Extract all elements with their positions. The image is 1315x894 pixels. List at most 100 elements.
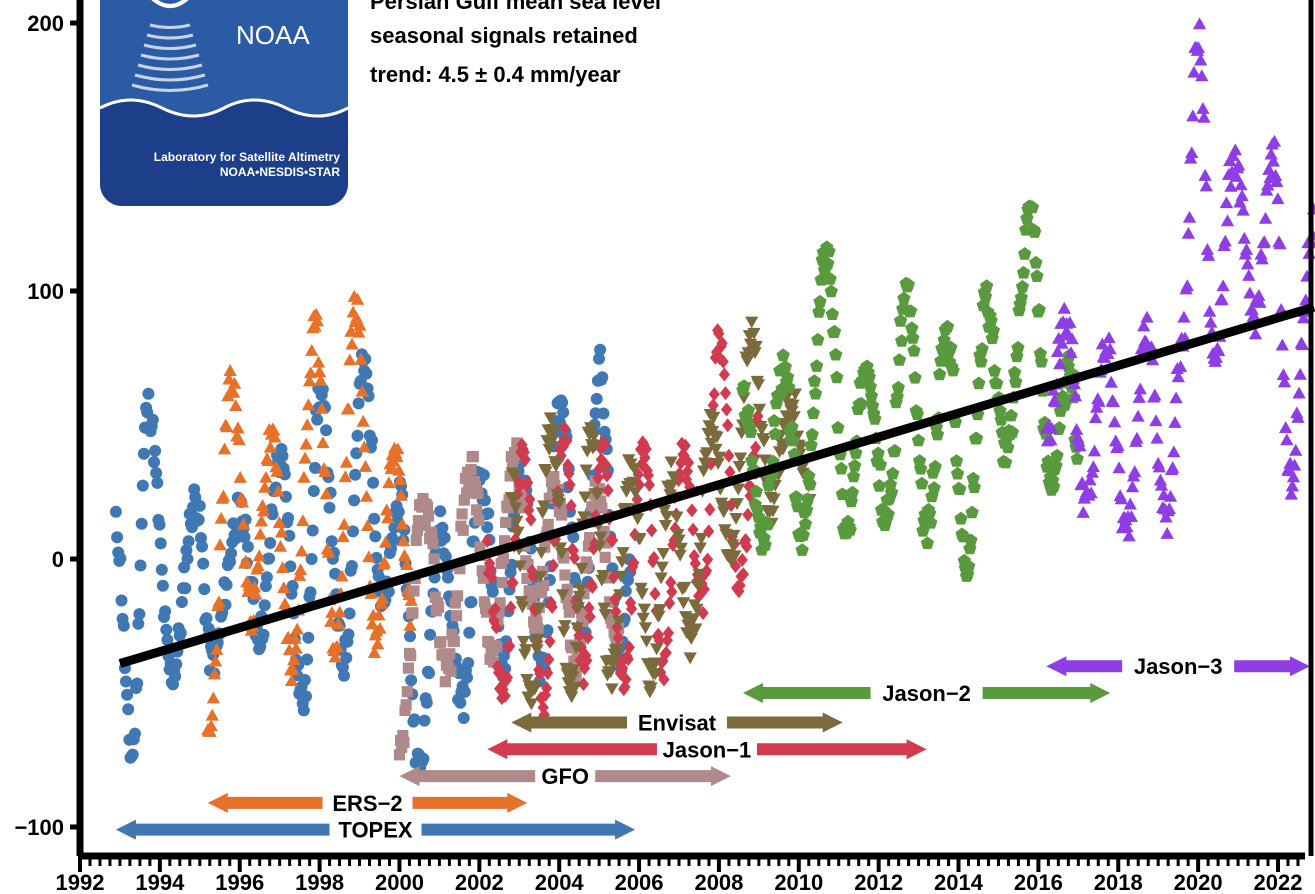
data-point: [1209, 350, 1223, 363]
data-point: [590, 392, 603, 405]
data-point: [669, 521, 681, 536]
data-point: [700, 563, 713, 578]
data-point: [864, 389, 879, 402]
data-point: [1196, 101, 1210, 114]
data-point: [523, 585, 535, 597]
data-point: [342, 628, 355, 641]
data-point: [1270, 175, 1284, 188]
data-point: [1015, 279, 1030, 293]
data-point: [1130, 431, 1144, 444]
data-point: [944, 340, 958, 354]
data-point: [578, 491, 592, 504]
data-point: [808, 386, 823, 400]
data-point: [647, 657, 662, 670]
data-point: [729, 512, 743, 525]
data-point: [214, 511, 228, 524]
data-point: [750, 440, 762, 455]
data-point: [564, 477, 576, 492]
data-point: [657, 504, 672, 517]
data-point: [198, 583, 211, 596]
data-point: [567, 531, 580, 544]
data-point: [1005, 425, 1019, 438]
data-point: [630, 513, 645, 526]
data-point: [640, 442, 652, 457]
data-point: [760, 517, 775, 531]
data-point: [547, 558, 559, 573]
data-point: [697, 605, 709, 620]
data-point: [660, 511, 674, 523]
data-point: [789, 490, 804, 503]
data-point: [831, 420, 845, 434]
data-point: [358, 459, 373, 472]
x-tick-label: 1996: [215, 870, 264, 894]
data-point: [1248, 327, 1263, 340]
data-point: [428, 553, 440, 565]
data-point: [298, 451, 312, 464]
x-tick-label: 1992: [56, 870, 105, 894]
data-point: [954, 511, 968, 525]
data-point: [568, 681, 582, 694]
data-point: [561, 433, 573, 448]
data-point: [179, 582, 192, 595]
data-point: [402, 662, 415, 674]
data-point: [272, 516, 286, 528]
data-point: [271, 484, 285, 497]
data-point: [873, 457, 888, 471]
mission-arrow-left: [511, 712, 628, 733]
data-point: [741, 403, 756, 417]
data-point: [950, 466, 965, 480]
data-point: [227, 376, 242, 389]
data-point: [1166, 461, 1180, 474]
data-point: [824, 284, 838, 298]
mission-arrow-right: [982, 683, 1111, 703]
data-point: [927, 481, 941, 494]
y-tick-label: −100: [14, 815, 64, 840]
data-point: [1171, 370, 1185, 383]
data-point: [1092, 394, 1106, 407]
data-point: [343, 607, 356, 620]
data-point: [507, 575, 519, 590]
data-point: [1047, 479, 1061, 493]
data-point: [500, 516, 512, 529]
data-point: [911, 433, 926, 447]
data-point: [547, 423, 561, 436]
data-point: [1029, 255, 1043, 269]
data-point: [597, 602, 611, 615]
data-point: [741, 539, 753, 554]
data-point: [590, 488, 605, 501]
data-point: [276, 561, 290, 573]
data-point: [787, 411, 801, 424]
data-point: [1267, 134, 1282, 147]
data-point: [660, 645, 672, 660]
data-point: [182, 535, 195, 548]
data-point: [937, 333, 951, 346]
data-point: [1084, 486, 1098, 499]
data-point: [471, 504, 483, 516]
data-point: [814, 272, 828, 286]
data-point: [1218, 234, 1232, 247]
data-point: [1168, 415, 1182, 428]
data-point: [267, 423, 281, 436]
data-point: [752, 403, 767, 416]
data-point: [527, 569, 539, 584]
data-point: [594, 343, 607, 356]
data-point: [249, 587, 263, 600]
data-point: [1049, 458, 1063, 472]
data-point: [533, 571, 548, 584]
data-point: [920, 536, 934, 549]
data-point: [1120, 520, 1134, 533]
data-point: [1044, 433, 1058, 446]
data-point: [744, 425, 758, 438]
data-point: [196, 540, 208, 553]
mission-ers-2: ERS−2: [207, 791, 528, 816]
data-point: [1266, 154, 1281, 167]
data-point: [1191, 41, 1206, 54]
mission-arrow-left: [115, 819, 330, 840]
data-point: [993, 403, 1007, 417]
data-point: [910, 407, 924, 420]
data-point: [284, 560, 297, 573]
data-point: [282, 512, 295, 524]
data-point: [390, 450, 404, 463]
data-point: [1276, 368, 1291, 381]
